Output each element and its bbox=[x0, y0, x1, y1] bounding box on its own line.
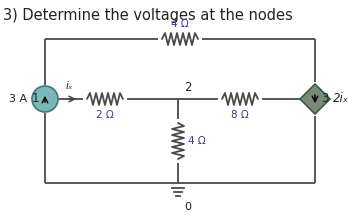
Text: 8 Ω: 8 Ω bbox=[231, 110, 249, 120]
Text: iₓ: iₓ bbox=[65, 81, 73, 91]
Text: 2 Ω: 2 Ω bbox=[96, 110, 114, 120]
Polygon shape bbox=[300, 84, 330, 114]
Text: 3: 3 bbox=[321, 93, 328, 105]
Circle shape bbox=[32, 86, 58, 112]
Text: 4 Ω: 4 Ω bbox=[171, 19, 189, 29]
Text: 0: 0 bbox=[184, 202, 191, 212]
Text: 2iₓ: 2iₓ bbox=[333, 93, 349, 105]
Text: 3 A: 3 A bbox=[9, 94, 27, 104]
Text: 4 Ω: 4 Ω bbox=[188, 136, 206, 146]
Text: 2: 2 bbox=[184, 81, 191, 94]
Text: 3) Determine the voltages at the nodes: 3) Determine the voltages at the nodes bbox=[3, 8, 293, 23]
Text: 1: 1 bbox=[32, 93, 39, 105]
